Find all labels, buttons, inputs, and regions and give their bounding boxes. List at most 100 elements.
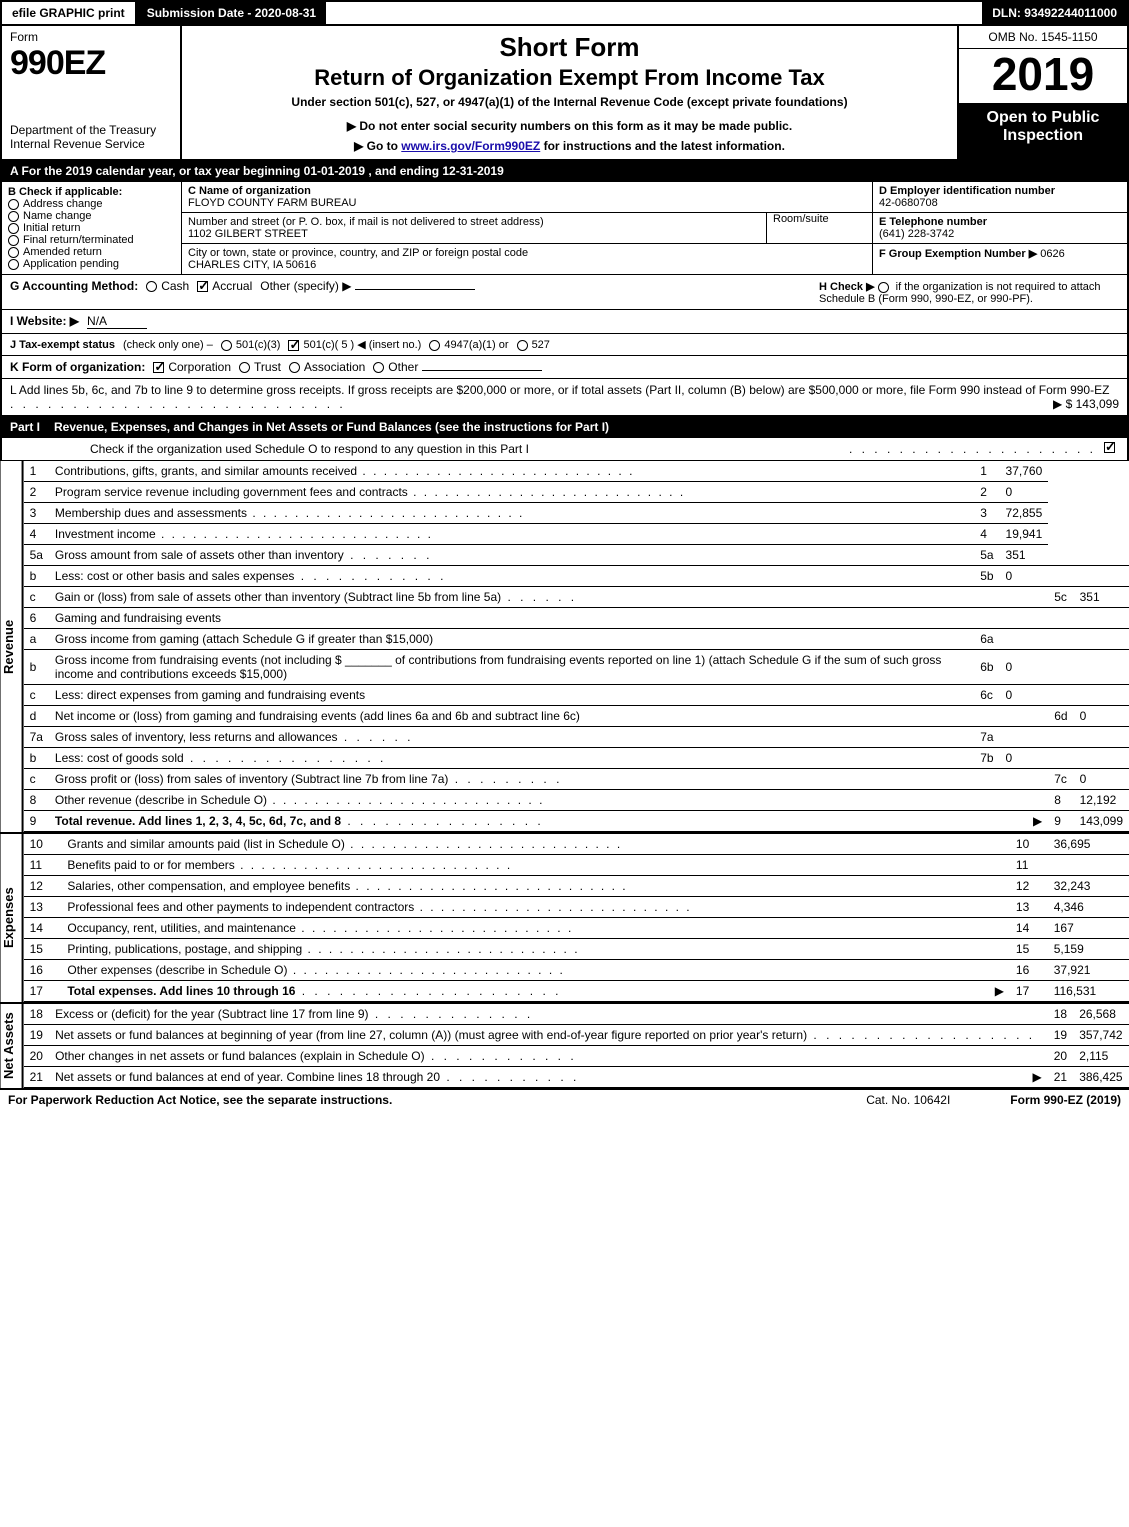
k-row: K Form of organization: Corporation Trus… (0, 356, 1129, 379)
street: 1102 GILBERT STREET (188, 228, 760, 240)
side-revenue: Revenue (0, 461, 24, 832)
revenue-table: 1Contributions, gifts, grants, and simil… (24, 461, 1129, 832)
side-netassets: Net Assets (0, 1004, 24, 1088)
j-527[interactable]: 527 (517, 339, 550, 351)
side-expenses: Expenses (0, 834, 24, 1002)
g-other[interactable]: Other (specify) ▶ (260, 279, 475, 293)
part1-checkbox[interactable] (1104, 442, 1115, 453)
table-row: 2Program service revenue including gover… (24, 482, 1129, 503)
h-checkbox[interactable] (878, 282, 889, 293)
table-row: 6Gaming and fundraising events (24, 608, 1129, 629)
form-word: Form (10, 30, 172, 44)
table-row: 21Net assets or fund balances at end of … (24, 1067, 1129, 1088)
col-d: D Employer identification number 42-0680… (872, 182, 1127, 274)
j-501c3[interactable]: 501(c)(3) (221, 339, 281, 351)
c-name-label: C Name of organization (188, 185, 866, 197)
header-middle: Short Form Return of Organization Exempt… (182, 26, 957, 159)
table-row: cGross profit or (loss) from sales of in… (24, 769, 1129, 790)
b-item-label: Application pending (23, 258, 119, 270)
g-cash[interactable]: Cash (146, 279, 189, 293)
open-to-public: Open to Public Inspection (959, 103, 1127, 159)
instructions-note: ▶ Go to www.irs.gov/Form990EZ for instru… (192, 139, 947, 153)
table-row: 3Membership dues and assessments372,855 (24, 503, 1129, 524)
b-item[interactable]: Final return/terminated (8, 234, 175, 246)
goto-pre: ▶ Go to (354, 139, 401, 153)
b-item-label: Initial return (23, 222, 80, 234)
k-other[interactable]: Other (373, 360, 541, 374)
table-row: 9Total revenue. Add lines 1, 2, 3, 4, 5c… (24, 811, 1129, 832)
k-trust[interactable]: Trust (239, 360, 281, 374)
expenses-section: Expenses 10Grants and similar amounts pa… (0, 834, 1129, 1004)
j-label: J Tax-exempt status (10, 339, 115, 351)
b-item-label: Address change (23, 198, 103, 210)
i-label: I Website: ▶ (10, 314, 79, 328)
table-row: 20Other changes in net assets or fund ba… (24, 1046, 1129, 1067)
table-row: 13Professional fees and other payments t… (24, 897, 1129, 918)
identity-block: B Check if applicable: Address change Na… (0, 182, 1129, 275)
tax-year: 2019 (959, 49, 1127, 103)
efile-button[interactable]: efile GRAPHIC print (2, 2, 137, 24)
b-item[interactable]: Address change (8, 198, 175, 210)
irs-link[interactable]: www.irs.gov/Form990EZ (401, 139, 540, 153)
table-row: 17Total expenses. Add lines 10 through 1… (24, 981, 1129, 1002)
org-name: FLOYD COUNTY FARM BUREAU (188, 197, 866, 209)
table-row: 5aGross amount from sale of assets other… (24, 545, 1129, 566)
paperwork-notice: For Paperwork Reduction Act Notice, see … (8, 1093, 392, 1107)
b-label: B Check if applicable: (8, 186, 175, 198)
g-accrual[interactable]: Accrual (197, 279, 252, 293)
revenue-section: Revenue 1Contributions, gifts, grants, a… (0, 461, 1129, 834)
l-amount: ▶ $ 143,099 (1053, 397, 1119, 411)
table-row: 16Other expenses (describe in Schedule O… (24, 960, 1129, 981)
part1-title: Revenue, Expenses, and Changes in Net As… (54, 420, 609, 434)
title-return: Return of Organization Exempt From Incom… (192, 65, 947, 91)
footer: For Paperwork Reduction Act Notice, see … (0, 1090, 1129, 1110)
j-row: J Tax-exempt status (check only one) – 5… (0, 334, 1129, 356)
arrow-icon: ▶ (1032, 1070, 1041, 1084)
ssn-note: ▶ Do not enter social security numbers o… (192, 119, 947, 133)
table-row: bLess: cost of goods sold . . . . . . . … (24, 748, 1129, 769)
g-label: G Accounting Method: (10, 279, 138, 293)
b-item-label: Name change (23, 210, 92, 222)
line-a-taxyear: A For the 2019 calendar year, or tax yea… (0, 161, 1129, 182)
l-row: L Add lines 5b, 6c, and 7b to line 9 to … (0, 379, 1129, 416)
topbar: efile GRAPHIC print Submission Date - 20… (0, 0, 1129, 24)
table-row: 4Investment income419,941 (24, 524, 1129, 545)
table-row: 14Occupancy, rent, utilities, and mainte… (24, 918, 1129, 939)
table-row: 7aGross sales of inventory, less returns… (24, 727, 1129, 748)
k-corp[interactable]: Corporation (153, 360, 231, 374)
table-row: 8Other revenue (describe in Schedule O)8… (24, 790, 1129, 811)
arrow-icon: ▶ (1033, 814, 1042, 828)
k-label: K Form of organization: (10, 360, 145, 374)
b-item[interactable]: Application pending (8, 258, 175, 270)
cat-no: Cat. No. 10642I (866, 1093, 950, 1107)
tel-label: E Telephone number (879, 216, 1121, 228)
expenses-table: 10Grants and similar amounts paid (list … (24, 834, 1129, 1002)
form-header: Form 990EZ Department of the Treasury In… (0, 24, 1129, 161)
table-row: 11Benefits paid to or for members11 (24, 855, 1129, 876)
j-501c[interactable]: 501(c)( 5 ) ◀ (insert no.) (288, 338, 421, 351)
h-label: H Check ▶ (819, 281, 875, 293)
street-label: Number and street (or P. O. box, if mail… (188, 216, 760, 228)
table-row: 15Printing, publications, postage, and s… (24, 939, 1129, 960)
table-row: 18Excess or (deficit) for the year (Subt… (24, 1004, 1129, 1025)
b-item[interactable]: Amended return (8, 246, 175, 258)
department: Department of the Treasury Internal Reve… (10, 123, 172, 151)
b-item[interactable]: Name change (8, 210, 175, 222)
b-item-label: Amended return (23, 246, 102, 258)
b-item[interactable]: Initial return (8, 222, 175, 234)
goto-post: for instructions and the latest informat… (540, 139, 785, 153)
g-h-row: G Accounting Method: Cash Accrual Other … (0, 275, 1129, 310)
col-b-checks: B Check if applicable: Address change Na… (2, 182, 182, 274)
netassets-section: Net Assets 18Excess or (deficit) for the… (0, 1004, 1129, 1090)
i-row: I Website: ▶ N/A (0, 310, 1129, 334)
table-row: 19Net assets or fund balances at beginni… (24, 1025, 1129, 1046)
city-label: City or town, state or province, country… (188, 247, 528, 259)
j-4947[interactable]: 4947(a)(1) or (429, 339, 508, 351)
h-block: H Check ▶ if the organization is not req… (819, 280, 1119, 305)
table-row: dNet income or (loss) from gaming and fu… (24, 706, 1129, 727)
k-assoc[interactable]: Association (289, 360, 365, 374)
table-row: cGain or (loss) from sale of assets othe… (24, 587, 1129, 608)
title-short-form: Short Form (192, 32, 947, 63)
form-number: 990EZ (10, 44, 172, 83)
group-label: F Group Exemption Number ▶ (879, 248, 1037, 260)
